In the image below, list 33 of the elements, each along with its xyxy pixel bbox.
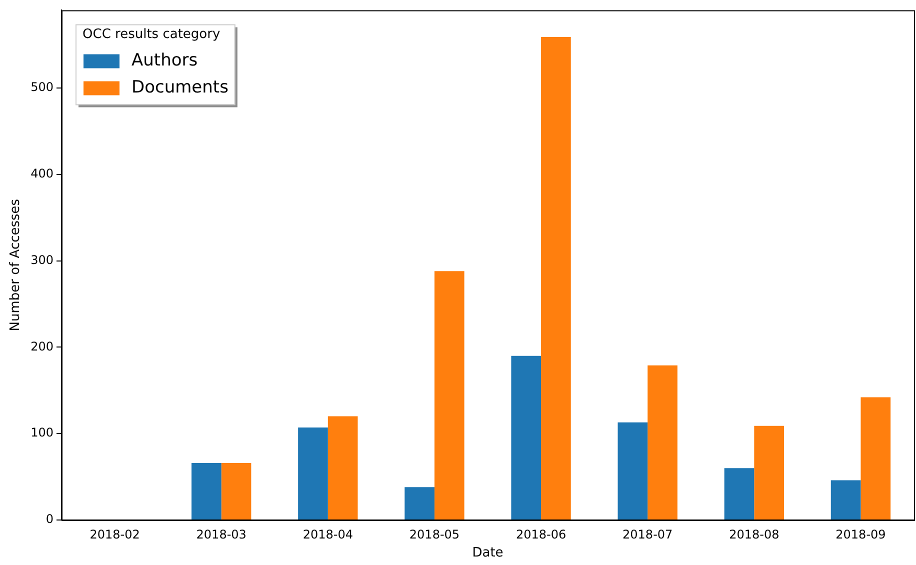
bar <box>830 480 861 520</box>
bar <box>434 271 464 520</box>
y-axis-title: Number of Accesses <box>8 198 24 332</box>
x-tick-label: 2018-04 <box>302 527 353 542</box>
bar <box>298 428 328 520</box>
x-tick-label: 2018-07 <box>622 527 673 542</box>
y-tick-label: 500 <box>30 80 54 94</box>
legend-label: Authors <box>132 50 198 71</box>
bar <box>404 487 434 520</box>
x-tick-label: 2018-08 <box>729 527 780 542</box>
x-axis-title: Date <box>472 546 504 561</box>
x-tick-label: 2018-03 <box>196 527 246 542</box>
x-tick-label: 2018-05 <box>409 527 460 542</box>
y-tick-label: 100 <box>30 426 54 440</box>
y-tick-label: 200 <box>30 339 54 354</box>
y-tick-label: 300 <box>30 252 54 267</box>
bar <box>541 36 571 520</box>
x-tick-label: 2018-02 <box>90 527 140 542</box>
bar <box>511 356 542 520</box>
bar <box>192 462 222 520</box>
y-tick-label: 400 <box>30 166 54 180</box>
legend-label: Documents <box>132 78 229 98</box>
y-tick-label: 0 <box>46 512 54 526</box>
bar <box>328 416 358 520</box>
bar <box>648 365 678 520</box>
bar <box>221 462 252 520</box>
bar <box>754 426 784 520</box>
bar <box>860 397 891 520</box>
bar <box>724 468 754 520</box>
bar <box>618 422 648 520</box>
legend-title: OCC results category <box>82 27 220 42</box>
x-tick-label: 2018-09 <box>836 527 886 542</box>
x-tick-label: 2018-06 <box>516 527 566 542</box>
